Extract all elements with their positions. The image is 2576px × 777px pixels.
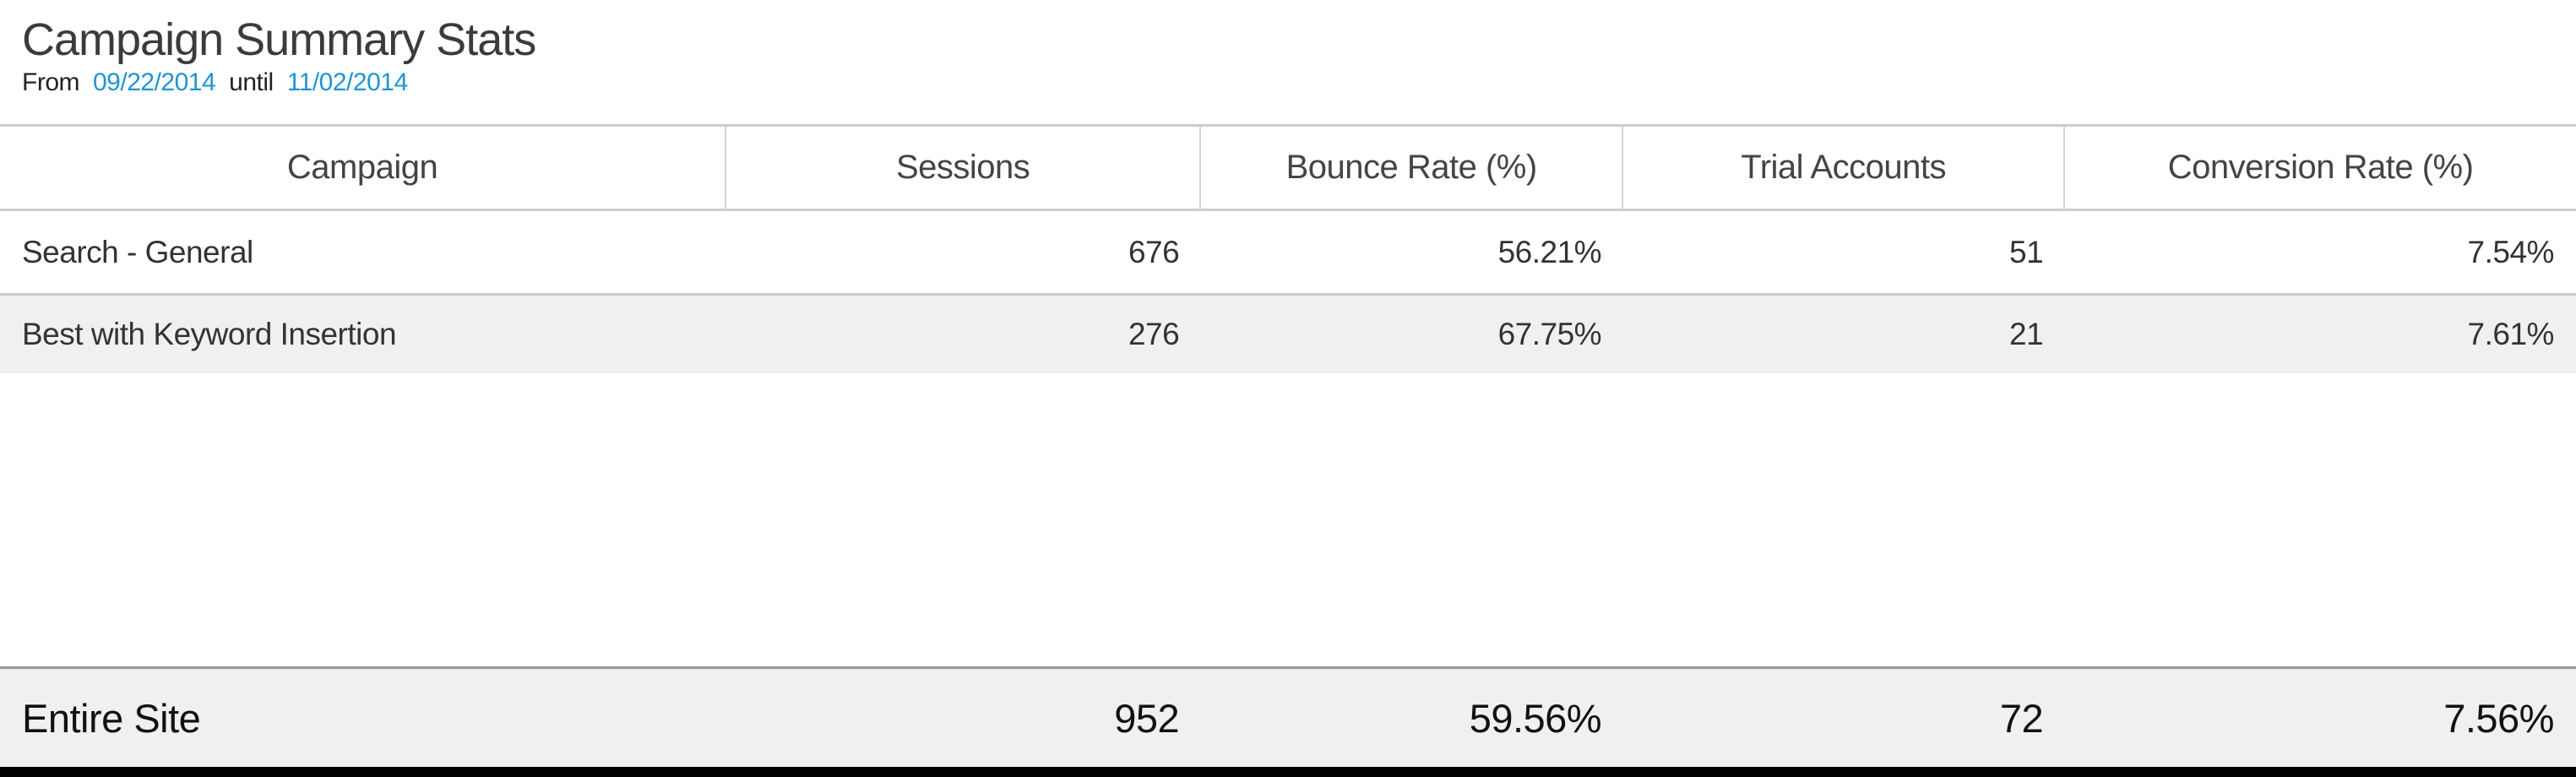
date-range: From 09/22/2014 until 11/02/2014: [22, 68, 2576, 97]
table-empty-area: [0, 373, 2576, 666]
table-row: Search - General 676 56.21% 51 7.54%: [0, 211, 2576, 293]
column-header-campaign: Campaign: [0, 127, 727, 209]
bounce-rate-cell: 56.21%: [1497, 234, 1602, 269]
campaign-name-cell: Search - General: [22, 234, 253, 269]
column-header-trial-accounts: Trial Accounts: [1623, 127, 2066, 209]
trial-accounts-cell: 51: [2009, 234, 2044, 269]
bounce-rate-cell: 67.75%: [1497, 317, 1602, 351]
footer-conversion-rate-cell: 7.56%: [2443, 695, 2554, 741]
table-row: Best with Keyword Insertion 276 67.75% 2…: [0, 293, 2576, 373]
table-footer-row-entire-site: Entire Site 952 59.56% 72 7.56%: [0, 666, 2576, 767]
table-header-row: Campaign Sessions Bounce Rate (%) Trial …: [0, 124, 2576, 211]
footer-label-cell: Entire Site: [22, 695, 201, 741]
campaign-name-cell: Best with Keyword Insertion: [22, 317, 397, 351]
report-header: Campaign Summary Stats From 09/22/2014 unt…: [0, 0, 2576, 124]
page-title: Campaign Summary Stats: [22, 14, 536, 65]
bottom-black-bar: [0, 767, 2576, 777]
footer-sessions-cell: 952: [1114, 695, 1180, 741]
sessions-cell: 676: [1128, 234, 1180, 269]
column-header-conversion-rate: Conversion Rate (%): [2167, 149, 2474, 186]
campaign-stats-table: Campaign Sessions Bounce Rate (%) Trial …: [0, 124, 2576, 767]
trial-accounts-cell: 21: [2009, 317, 2044, 351]
date-range-from-label: From: [22, 68, 80, 97]
column-header-bounce-rate: Bounce Rate (%): [1201, 127, 1624, 209]
end-date-link[interactable]: 11/02/2014: [286, 68, 408, 97]
sessions-cell: 276: [1128, 317, 1180, 351]
footer-trial-accounts-cell: 72: [1999, 695, 2044, 741]
date-range-until-label: until: [229, 68, 274, 97]
column-header-sessions: Sessions: [726, 127, 1202, 209]
conversion-rate-cell: 7.61%: [2467, 317, 2555, 351]
footer-bounce-rate-cell: 59.56%: [1469, 695, 1602, 741]
conversion-rate-cell: 7.54%: [2467, 234, 2555, 269]
start-date-link[interactable]: 09/22/2014: [93, 68, 216, 97]
